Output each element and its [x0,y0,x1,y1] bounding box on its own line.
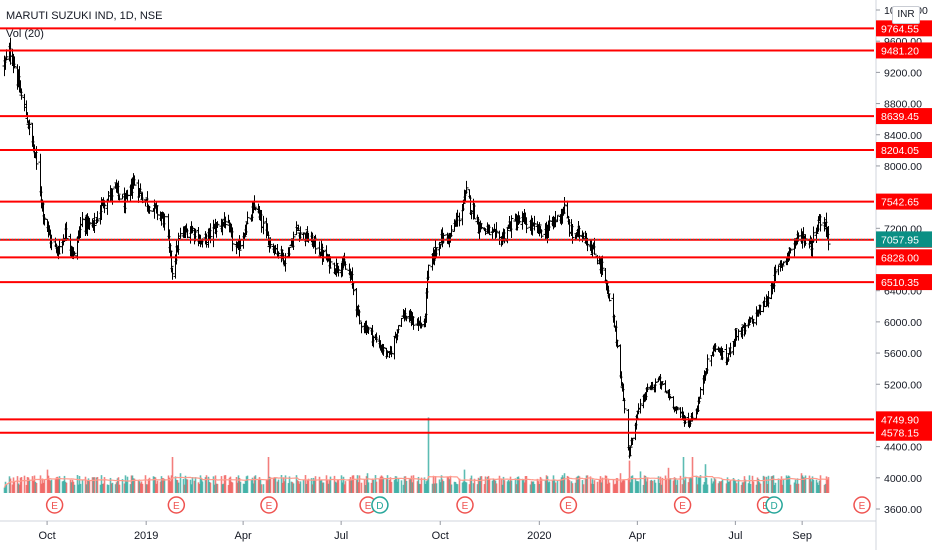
level-price-label: 7542.65 [881,197,919,209]
event-marker-letter: D [771,501,778,512]
price-tick-label: 6000.00 [884,317,922,329]
time-axis[interactable]: Oct 2019 Apr Jul Oct 2020 Apr Jul Sep [0,520,876,542]
level-price-label: 8639.45 [881,111,919,123]
time-tick-label: Sep [792,530,812,542]
price-bars [2,37,831,459]
event-marker-circle [371,496,389,514]
time-tick-label: Jul [728,530,742,542]
event-marker-letter: E [679,501,686,512]
level-price-label: 4749.90 [881,414,919,426]
currency-badge[interactable]: INR [892,6,920,24]
event-marker-circle [167,496,186,514]
event-marker-letter: E [859,501,866,512]
time-tick-label: Apr [235,530,252,542]
level-price-label-bg [876,42,932,59]
price-tick-label: 4000.00 [884,473,922,485]
event-marker-circle [260,496,278,514]
price-tick-label: 3600.00 [884,504,922,516]
event-marker-letter: E [365,501,372,512]
level-price-label-bg [876,249,932,266]
level-price-label-bg [876,193,932,210]
volume-indicator-label[interactable]: Vol (20) [6,28,44,40]
event-marker-circle [456,496,474,514]
level-price-label: 9764.55 [881,23,919,35]
earnings-marker[interactable]: E [673,496,692,514]
event-marker-circle [45,496,64,514]
dividend-marker[interactable]: D [371,496,389,514]
time-tick-label: 2019 [134,530,158,542]
level-price-label: 4578.15 [881,428,919,440]
earnings-marker[interactable]: E [45,496,64,514]
level-labels: 9764.559481.208639.458204.057542.657053.… [876,20,932,441]
event-marker-circle [765,496,783,514]
price-tick-label: 8800.00 [884,99,922,111]
event-markers[interactable]: EEEEDEEEEDE [45,496,871,514]
event-marker-letter: E [173,501,180,512]
earnings-marker[interactable]: E [456,496,474,514]
event-marker-circle [673,496,692,514]
event-marker-letter: D [376,501,383,512]
last-price-label-bg [876,231,932,248]
time-tick-label: Oct [432,530,449,542]
event-marker-letter: E [565,501,572,512]
price-tick-label: 9200.00 [884,67,922,79]
level-price-label-bg [876,274,932,291]
earnings-marker[interactable]: E [853,496,871,514]
event-marker-circle [559,496,578,514]
time-tick-label: Oct [39,530,56,542]
volume-pane [3,417,830,493]
level-price-label-bg [876,20,932,37]
price-tick-label: 5200.00 [884,379,922,391]
last-price-label: 7057.95 [881,234,919,246]
event-marker-letter: E [266,501,273,512]
level-price-label-bg [876,142,932,159]
time-tick-label: Jul [334,530,348,542]
level-price-label: 6828.00 [881,252,919,264]
level-price-label: 8204.05 [881,145,919,157]
price-tick-label: 8000.00 [884,161,922,173]
earnings-marker[interactable]: E [559,496,578,514]
level-price-label-bg [876,108,932,125]
time-tick-label: Apr [629,530,646,542]
volume-moving-average [3,475,829,488]
price-tick-label: 4400.00 [884,442,922,454]
level-price-label: 6510.35 [881,277,919,289]
earnings-marker[interactable]: E [260,496,278,514]
level-price-label: 9481.20 [881,45,919,57]
symbol-title[interactable]: MARUTI SUZUKI IND, 1D, NSE [6,10,163,22]
earnings-marker[interactable]: E [167,496,186,514]
horizontal-levels[interactable] [0,27,874,434]
level-price-label-bg [876,424,932,441]
event-marker-letter: E [462,501,469,512]
event-marker-circle [853,496,871,514]
price-tick-label: 8400.00 [884,130,922,142]
event-marker-letter: E [51,501,58,512]
level-price-label-bg [876,411,932,428]
price-tick-label: 5600.00 [884,348,922,360]
time-tick-label: 2020 [527,530,551,542]
dividend-marker[interactable]: D [765,496,783,514]
